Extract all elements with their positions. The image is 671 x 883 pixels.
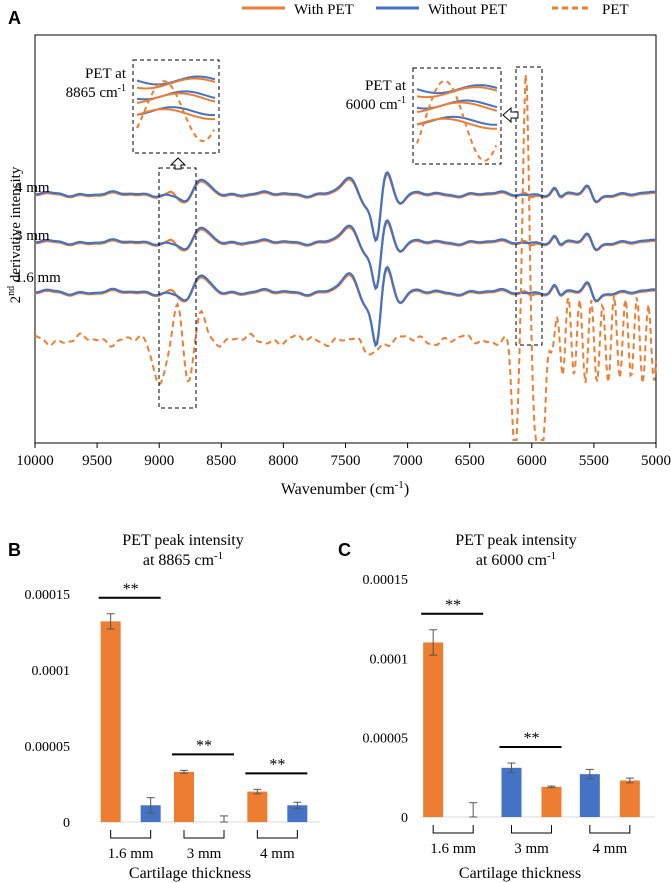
- y-tick-label: 0.00005: [363, 732, 409, 747]
- legend-label-without-pet: Without PET: [428, 2, 507, 18]
- significance-marker: **: [196, 737, 212, 754]
- significance-marker: **: [524, 730, 540, 747]
- category-bracket: [511, 825, 552, 834]
- panel-a-xlabel: Wavenumber (cm-1): [281, 479, 409, 498]
- spectrum-without-pet: [34, 265, 657, 348]
- panel-c-title-line2: at 6000 cm-1: [476, 550, 556, 569]
- insets: [136, 75, 498, 162]
- significance-marker: **: [445, 597, 461, 614]
- x-tick-label: 10000: [16, 453, 54, 469]
- highlight-box-8865: [158, 167, 197, 409]
- x-tick-label: 6000: [517, 453, 547, 469]
- x-tick-label: 7500: [331, 453, 361, 469]
- panel-c-title-line1: PET peak intensity: [455, 532, 576, 549]
- trace-label-1-6mm: 1.6 mm: [15, 270, 61, 286]
- legend: With PET Without PET PET: [242, 2, 629, 18]
- bar-3mm-blue: [501, 767, 522, 817]
- bar-4mm-orange: [619, 780, 640, 817]
- trace-label-3mm: 3 mm: [15, 228, 50, 244]
- category-label: 3 mm: [514, 841, 549, 857]
- bar-16mm-orange: [100, 621, 121, 822]
- x-tick-label: 7000: [393, 453, 423, 469]
- panel-b-xlabel: Cartilage thickness: [129, 865, 251, 882]
- spectrum-without-pet: [35, 218, 657, 291]
- panel-b: PET peak intensity at 8865 cm-1 Cartilag…: [25, 532, 320, 882]
- bar-4mm-orange: [247, 791, 268, 822]
- x-tick-label: 9000: [144, 453, 174, 469]
- inset-curve-pet: [416, 80, 498, 162]
- panel-a-ylabel: 2nd derivative intensity: [6, 166, 24, 303]
- y-tick-label: 0: [63, 816, 70, 831]
- panel-letter-b: B: [8, 540, 21, 560]
- category-label: 4 mm: [593, 841, 628, 857]
- category-bracket: [432, 825, 474, 834]
- y-tick-label: 0: [401, 811, 408, 826]
- category-bracket: [589, 825, 631, 834]
- spectrum-without-pet: [35, 170, 657, 243]
- panel-b-title-line1: PET peak intensity: [122, 532, 243, 549]
- panel-a-spectra: [34, 74, 657, 441]
- category-label: 1.6 mm: [108, 846, 154, 862]
- significance-marker: **: [269, 756, 285, 773]
- x-tick-label: 5000: [641, 453, 671, 469]
- panel-b-title-line2: at 8865 cm-1: [143, 550, 223, 569]
- legend-label-with-pet: With PET: [294, 2, 354, 18]
- x-tick-label: 5500: [579, 453, 609, 469]
- bar-3mm-orange: [174, 771, 194, 822]
- panel-letter-c: C: [338, 540, 351, 560]
- inset-label-6000-line1: PET at: [365, 78, 407, 94]
- spectrum-with-pet: [34, 267, 657, 346]
- x-tick-label: 8500: [206, 453, 236, 469]
- y-tick-label: 0.00015: [25, 588, 71, 603]
- highlight-box-6000: [515, 66, 543, 346]
- inset-curve-with-pet: [416, 117, 498, 130]
- inset-curve-with-pet: [136, 77, 216, 90]
- panel-letter-a: A: [8, 8, 21, 28]
- bar-4mm-blue: [287, 805, 308, 822]
- bar-3mm-orange: [541, 786, 562, 817]
- inset-label-6000-line2: 6000 cm-1: [346, 95, 406, 113]
- panel-c: PET peak intensity at 6000 cm-1 Cartilag…: [363, 532, 655, 882]
- category-label: 1.6 mm: [430, 841, 476, 857]
- panel-a-x-ticks: 10000 9500 9000 8500 8000 7500 7000 6500 6000 550…: [16, 443, 671, 469]
- panel-c-xlabel: Cartilage thickness: [459, 865, 581, 882]
- legend-label-pet: PET: [602, 2, 629, 18]
- category-bracket: [183, 830, 225, 839]
- category-bracket: [110, 830, 152, 839]
- inset-curve-with-pet: [416, 101, 498, 113]
- arrow-left-icon: [502, 106, 519, 124]
- bar-4mm-blue: [579, 774, 600, 817]
- y-tick-label: 0.00005: [25, 740, 71, 755]
- category-label: 3 mm: [187, 846, 222, 862]
- inset-label-8865-line2: 8865 cm-1: [66, 83, 126, 101]
- bar-16mm-orange: [423, 642, 444, 817]
- x-tick-label: 6500: [455, 453, 485, 469]
- significance-marker: **: [123, 581, 139, 598]
- y-tick-label: 0.0001: [370, 652, 409, 667]
- spectrum-pet-reference: [34, 74, 657, 441]
- category-bracket: [256, 830, 298, 839]
- category-label: 4 mm: [260, 846, 295, 862]
- trace-label-4mm: 4 mm: [15, 180, 50, 196]
- y-tick-label: 0.00015: [363, 573, 409, 588]
- arrow-up-icon: [169, 157, 187, 170]
- inset-curve-pet: [136, 80, 216, 143]
- x-tick-label: 8000: [268, 453, 298, 469]
- inset-curve-with-pet: [416, 86, 498, 99]
- y-tick-label: 0.0001: [32, 664, 71, 679]
- x-tick-label: 9500: [82, 453, 112, 469]
- inset-label-8865-line1: PET at: [85, 66, 127, 82]
- bar-16mm-blue: [140, 805, 161, 822]
- inset-curve-with-pet: [136, 108, 215, 121]
